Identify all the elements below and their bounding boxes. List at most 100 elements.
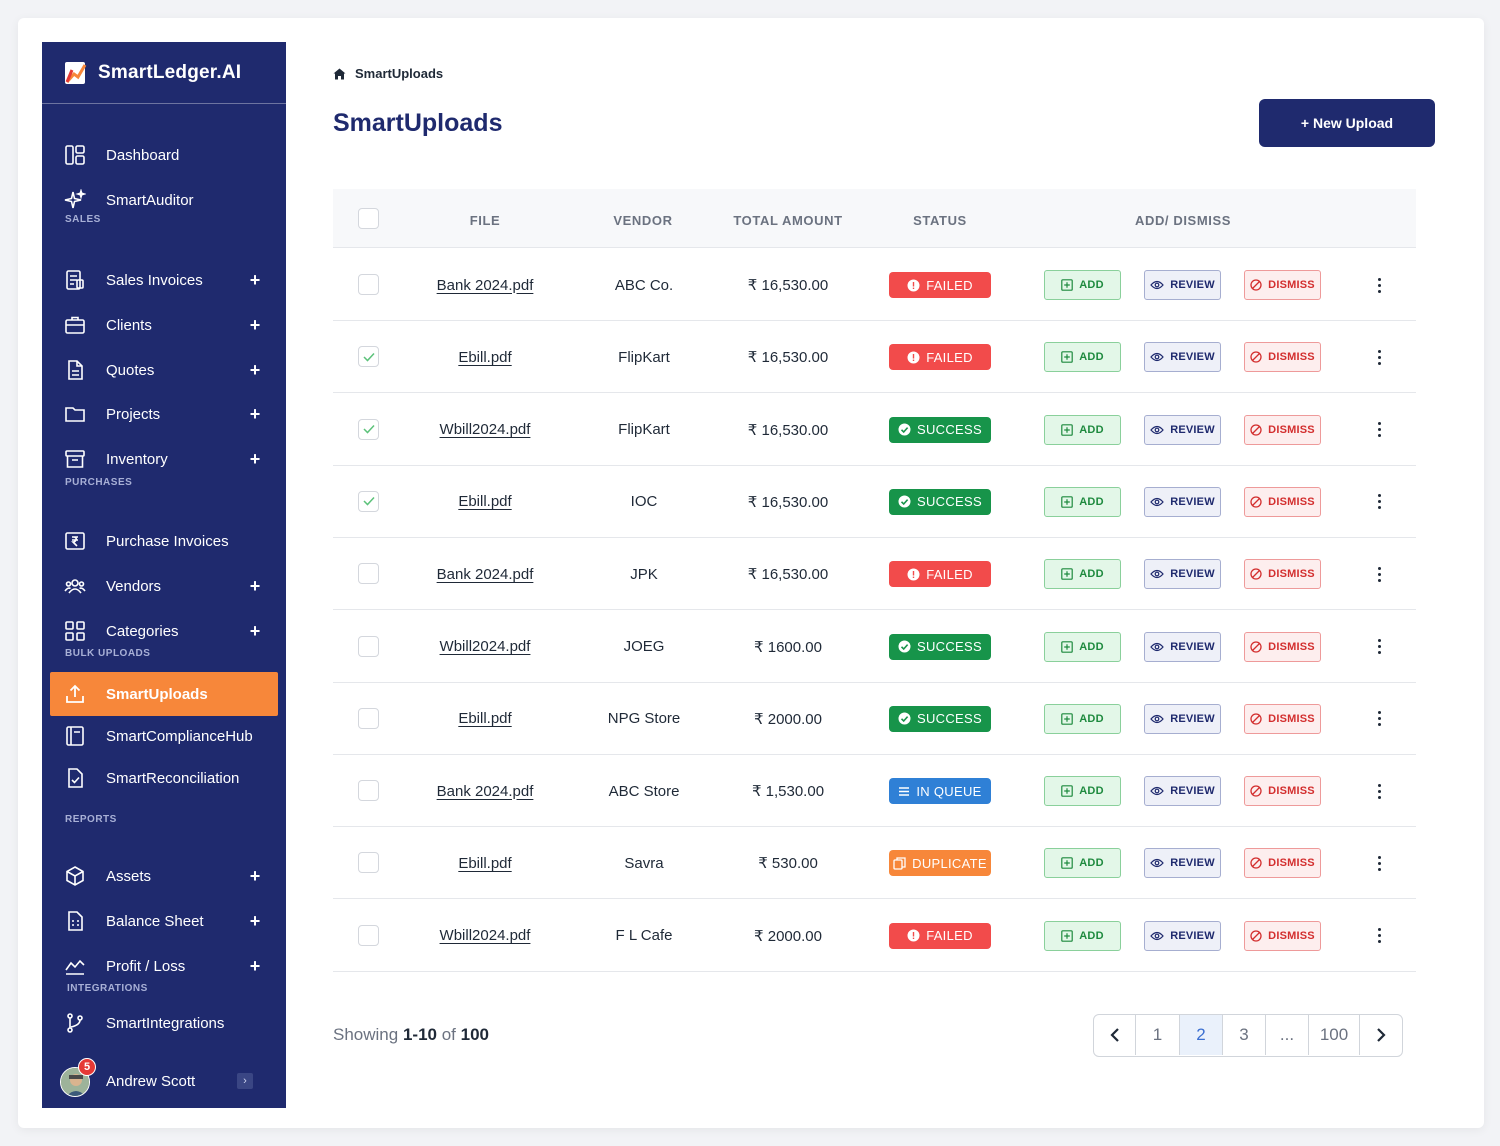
file-link[interactable]: Ebill.pdf [458, 348, 512, 366]
dismiss-button[interactable]: DISMISS [1244, 703, 1321, 734]
add-icon[interactable]: + [249, 955, 261, 976]
review-button[interactable]: REVIEW [1144, 414, 1221, 445]
add-icon[interactable]: + [249, 359, 261, 380]
row-checkbox[interactable] [358, 635, 379, 657]
add-button[interactable]: ADD [1044, 776, 1121, 807]
page-button-100[interactable]: 100 [1309, 1015, 1360, 1055]
row-checkbox[interactable] [358, 346, 379, 368]
review-button[interactable]: REVIEW [1144, 848, 1221, 879]
add-button[interactable]: ADD [1044, 414, 1121, 445]
dismiss-button[interactable]: DISMISS [1244, 414, 1321, 445]
sidebar-item-smartreconciliation[interactable]: SmartReconciliation [42, 756, 286, 800]
file-link[interactable]: Bank 2024.pdf [436, 565, 534, 583]
breadcrumb-current[interactable]: SmartUploads [355, 66, 444, 81]
add-icon[interactable]: + [249, 448, 261, 469]
more-options-icon[interactable] [1369, 418, 1389, 442]
brand[interactable]: SmartLedger.AI [42, 42, 286, 104]
more-options-icon[interactable] [1369, 635, 1389, 659]
more-options-icon[interactable] [1369, 273, 1389, 297]
row-checkbox[interactable] [358, 490, 379, 512]
file-link[interactable]: Ebill.pdf [458, 710, 512, 728]
review-button[interactable]: REVIEW [1144, 703, 1221, 734]
sidebar-item-smartintegrations[interactable]: SmartIntegrations [42, 1001, 286, 1045]
add-button[interactable]: ADD [1044, 703, 1121, 734]
chevron-right-icon[interactable]: › [237, 1073, 253, 1089]
more-options-icon[interactable] [1369, 345, 1389, 369]
add-icon[interactable]: + [249, 865, 261, 886]
review-button[interactable]: REVIEW [1144, 486, 1221, 517]
sidebar-item-inventory[interactable]: Inventory + [42, 437, 286, 481]
add-icon[interactable]: + [249, 269, 261, 290]
file-link[interactable]: Bank 2024.pdf [436, 276, 534, 294]
page-button-2[interactable]: 2 [1180, 1015, 1223, 1055]
row-checkbox[interactable] [358, 707, 379, 729]
dismiss-button[interactable]: DISMISS [1244, 559, 1321, 590]
select-all-checkbox[interactable] [358, 208, 379, 229]
file-link[interactable]: Bank 2024.pdf [436, 782, 534, 800]
sidebar-item-sales-invoices[interactable]: Sales Invoices + [42, 258, 286, 302]
review-button[interactable]: REVIEW [1144, 342, 1221, 373]
more-options-icon[interactable] [1369, 562, 1389, 586]
sidebar-item-purchase-invoices[interactable]: Purchase Invoices [42, 519, 286, 563]
add-icon[interactable]: + [249, 910, 261, 931]
more-options-icon[interactable] [1369, 924, 1389, 948]
sidebar-item-categories[interactable]: Categories + [42, 609, 286, 653]
sidebar-item-profit-loss[interactable]: Profit / Loss + [42, 944, 286, 988]
sidebar-item-projects[interactable]: Projects + [42, 392, 286, 436]
add-button[interactable]: ADD [1044, 559, 1121, 590]
add-icon[interactable]: + [249, 620, 261, 641]
row-checkbox[interactable] [358, 274, 379, 295]
sidebar-item-balance-sheet[interactable]: Balance Sheet + [42, 899, 286, 943]
sidebar-item-assets[interactable]: Assets + [42, 854, 286, 898]
dismiss-button[interactable]: DISMISS [1244, 776, 1321, 807]
sidebar-item-dashboard[interactable]: Dashboard [42, 133, 286, 177]
add-icon[interactable]: + [249, 314, 261, 335]
page-button-3[interactable]: 3 [1223, 1015, 1266, 1055]
more-options-icon[interactable] [1369, 851, 1389, 875]
add-button[interactable]: ADD [1044, 342, 1121, 373]
more-options-icon[interactable] [1369, 490, 1389, 514]
dismiss-button[interactable]: DISMISS [1244, 848, 1321, 879]
file-link[interactable]: Wbill2024.pdf [439, 927, 531, 945]
file-link[interactable]: Wbill2024.pdf [439, 638, 531, 655]
row-checkbox[interactable] [358, 852, 379, 874]
sidebar-item-smartcompliancehub[interactable]: SmartComplianceHub [42, 714, 286, 758]
user-profile[interactable]: 5 Andrew Scott › [42, 1058, 286, 1106]
add-icon[interactable]: + [249, 575, 261, 596]
more-options-icon[interactable] [1369, 707, 1389, 731]
file-link[interactable]: Wbill2024.pdf [439, 421, 531, 439]
sidebar-item-clients[interactable]: Clients + [42, 303, 286, 347]
review-button[interactable]: REVIEW [1144, 270, 1221, 300]
sidebar-item-smartauditor[interactable]: SmartAuditor [42, 178, 286, 222]
dismiss-button[interactable]: DISMISS [1244, 270, 1321, 300]
add-button[interactable]: ADD [1044, 270, 1121, 300]
review-button[interactable]: REVIEW [1144, 920, 1221, 951]
dismiss-button[interactable]: DISMISS [1244, 920, 1321, 951]
dismiss-button[interactable]: DISMISS [1244, 342, 1321, 373]
file-link[interactable]: Ebill.pdf [458, 493, 512, 511]
page-button-1[interactable]: 1 [1136, 1015, 1180, 1055]
review-button[interactable]: REVIEW [1144, 559, 1221, 590]
row-checkbox[interactable] [358, 924, 379, 946]
review-button[interactable]: REVIEW [1144, 631, 1221, 662]
review-button[interactable]: REVIEW [1144, 776, 1221, 807]
add-button[interactable]: ADD [1044, 848, 1121, 879]
dismiss-button[interactable]: DISMISS [1244, 486, 1321, 517]
add-button[interactable]: ADD [1044, 631, 1121, 662]
sidebar-item-vendors[interactable]: Vendors + [42, 564, 286, 608]
sidebar-item-smartuploads[interactable]: SmartUploads [50, 672, 278, 716]
next-page-button[interactable] [1360, 1015, 1402, 1055]
row-checkbox[interactable] [358, 418, 379, 440]
row-checkbox[interactable] [358, 563, 379, 585]
add-icon[interactable]: + [249, 403, 261, 424]
add-button[interactable]: ADD [1044, 920, 1121, 951]
dismiss-button[interactable]: DISMISS [1244, 631, 1321, 662]
home-icon[interactable] [333, 68, 346, 80]
new-upload-button[interactable]: + New Upload [1259, 99, 1435, 147]
sidebar-item-quotes[interactable]: Quotes + [42, 348, 286, 392]
file-link[interactable]: Ebill.pdf [458, 854, 512, 872]
prev-page-button[interactable] [1094, 1015, 1136, 1055]
row-checkbox[interactable] [358, 780, 379, 802]
add-button[interactable]: ADD [1044, 486, 1121, 517]
more-options-icon[interactable] [1369, 779, 1389, 803]
